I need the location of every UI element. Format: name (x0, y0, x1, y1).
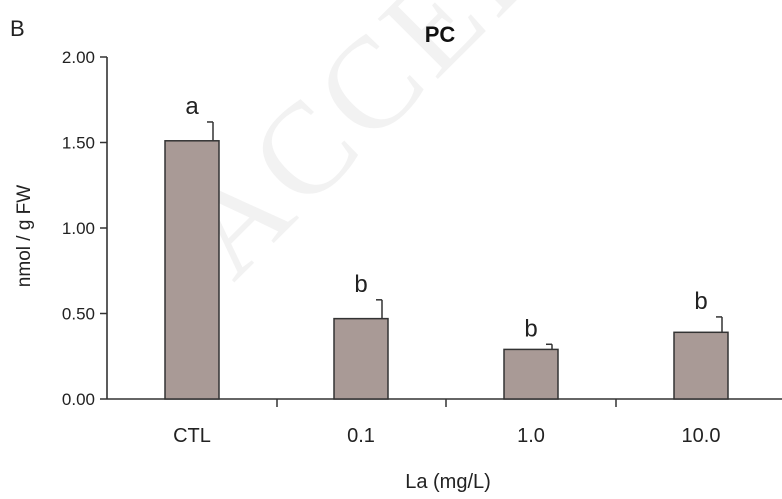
x-tick-label: CTL (173, 425, 211, 447)
x-axis: CTL 0.1 1.0 10.0 (107, 398, 782, 447)
bar (673, 331, 729, 400)
x-axis-label: La (mg/L) (405, 471, 491, 493)
significance-label: b (694, 288, 707, 315)
significance-label: b (524, 315, 537, 342)
significance-label: a (185, 93, 199, 120)
y-tick-label: 1.00 (62, 219, 95, 238)
panel-label: B (10, 16, 25, 41)
bar (164, 140, 220, 400)
chart-title: PC (424, 22, 456, 47)
y-axis-label: nmol / g FW (14, 185, 35, 287)
y-tick-label: 1.50 (62, 134, 95, 153)
bars: a b b b (164, 93, 729, 400)
y-tick-label: 2.00 (62, 48, 95, 67)
y-axis: 0.00 0.50 1.00 1.50 2.00 (62, 48, 108, 409)
significance-label: b (354, 271, 367, 298)
bar (503, 348, 559, 400)
x-tick-label: 10.0 (682, 425, 721, 447)
x-tick-label: 0.1 (347, 425, 375, 447)
y-tick-label: 0.50 (62, 305, 95, 324)
x-tick-label: 1.0 (517, 425, 545, 447)
y-tick-label: 0.00 (62, 390, 95, 409)
bar (333, 317, 389, 400)
